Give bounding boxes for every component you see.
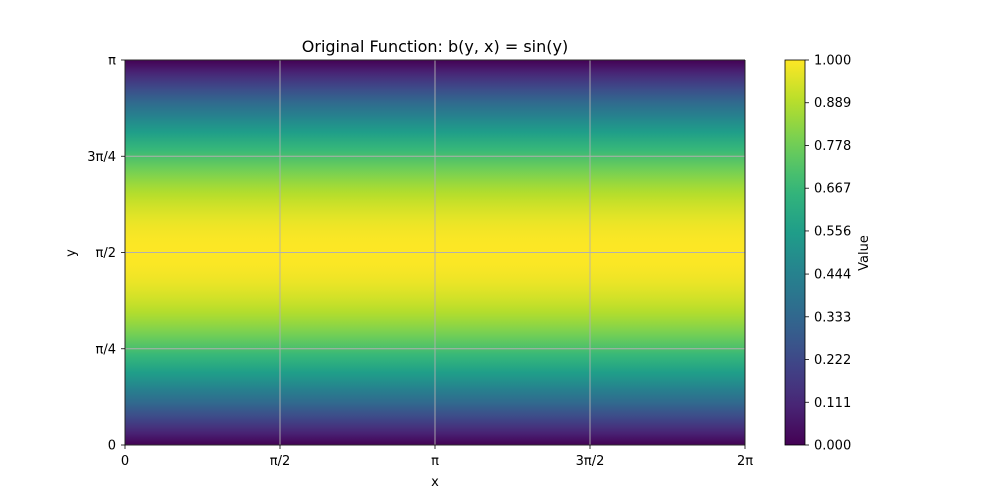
colorbar-ticks: 0.000 0.111 0.222 0.333 0.444 0.556 0.667 0.778… bbox=[805, 54, 851, 454]
y-tick-label: 3π/4 bbox=[87, 150, 116, 165]
chart-title: Original Function: b(y, x) = sin(y) bbox=[302, 37, 568, 56]
colorbar-tick-label: 0.556 bbox=[814, 224, 851, 239]
colorbar-tick-label: 0.667 bbox=[814, 182, 851, 197]
y-tick-label: π/2 bbox=[96, 246, 116, 261]
x-tick-label: 0 bbox=[121, 454, 129, 469]
x-tick-label: 3π/2 bbox=[576, 454, 605, 469]
y-tick-label: 0 bbox=[108, 439, 116, 454]
colorbar-tick-label: 1.000 bbox=[814, 54, 851, 69]
x-tick-label: π bbox=[431, 454, 439, 469]
y-tick-label: π/4 bbox=[96, 342, 116, 357]
y-tick-label: π bbox=[108, 54, 116, 69]
x-tick-label: π/2 bbox=[270, 454, 290, 469]
colorbar-tick-label: 0.111 bbox=[814, 396, 851, 411]
colorbar-tick-label: 0.222 bbox=[814, 353, 851, 368]
colorbar-tick-label: 0.333 bbox=[814, 310, 851, 325]
colorbar-tick-label: 0.889 bbox=[814, 96, 851, 111]
axes: 0 π/2 π 3π/2 2π 0 π/4 π/2 3π/4 π bbox=[87, 54, 753, 470]
colorbar-tick-label: 0.778 bbox=[814, 139, 851, 154]
x-tick-label: 2π bbox=[737, 454, 753, 469]
y-axis-label: y bbox=[64, 249, 79, 257]
colorbar-label: Value bbox=[857, 235, 872, 271]
x-axis-label: x bbox=[431, 475, 439, 490]
colorbar bbox=[784, 59, 806, 446]
colorbar-tick-label: 0.444 bbox=[814, 268, 851, 283]
colorbar-tick-label: 0.000 bbox=[814, 439, 851, 454]
